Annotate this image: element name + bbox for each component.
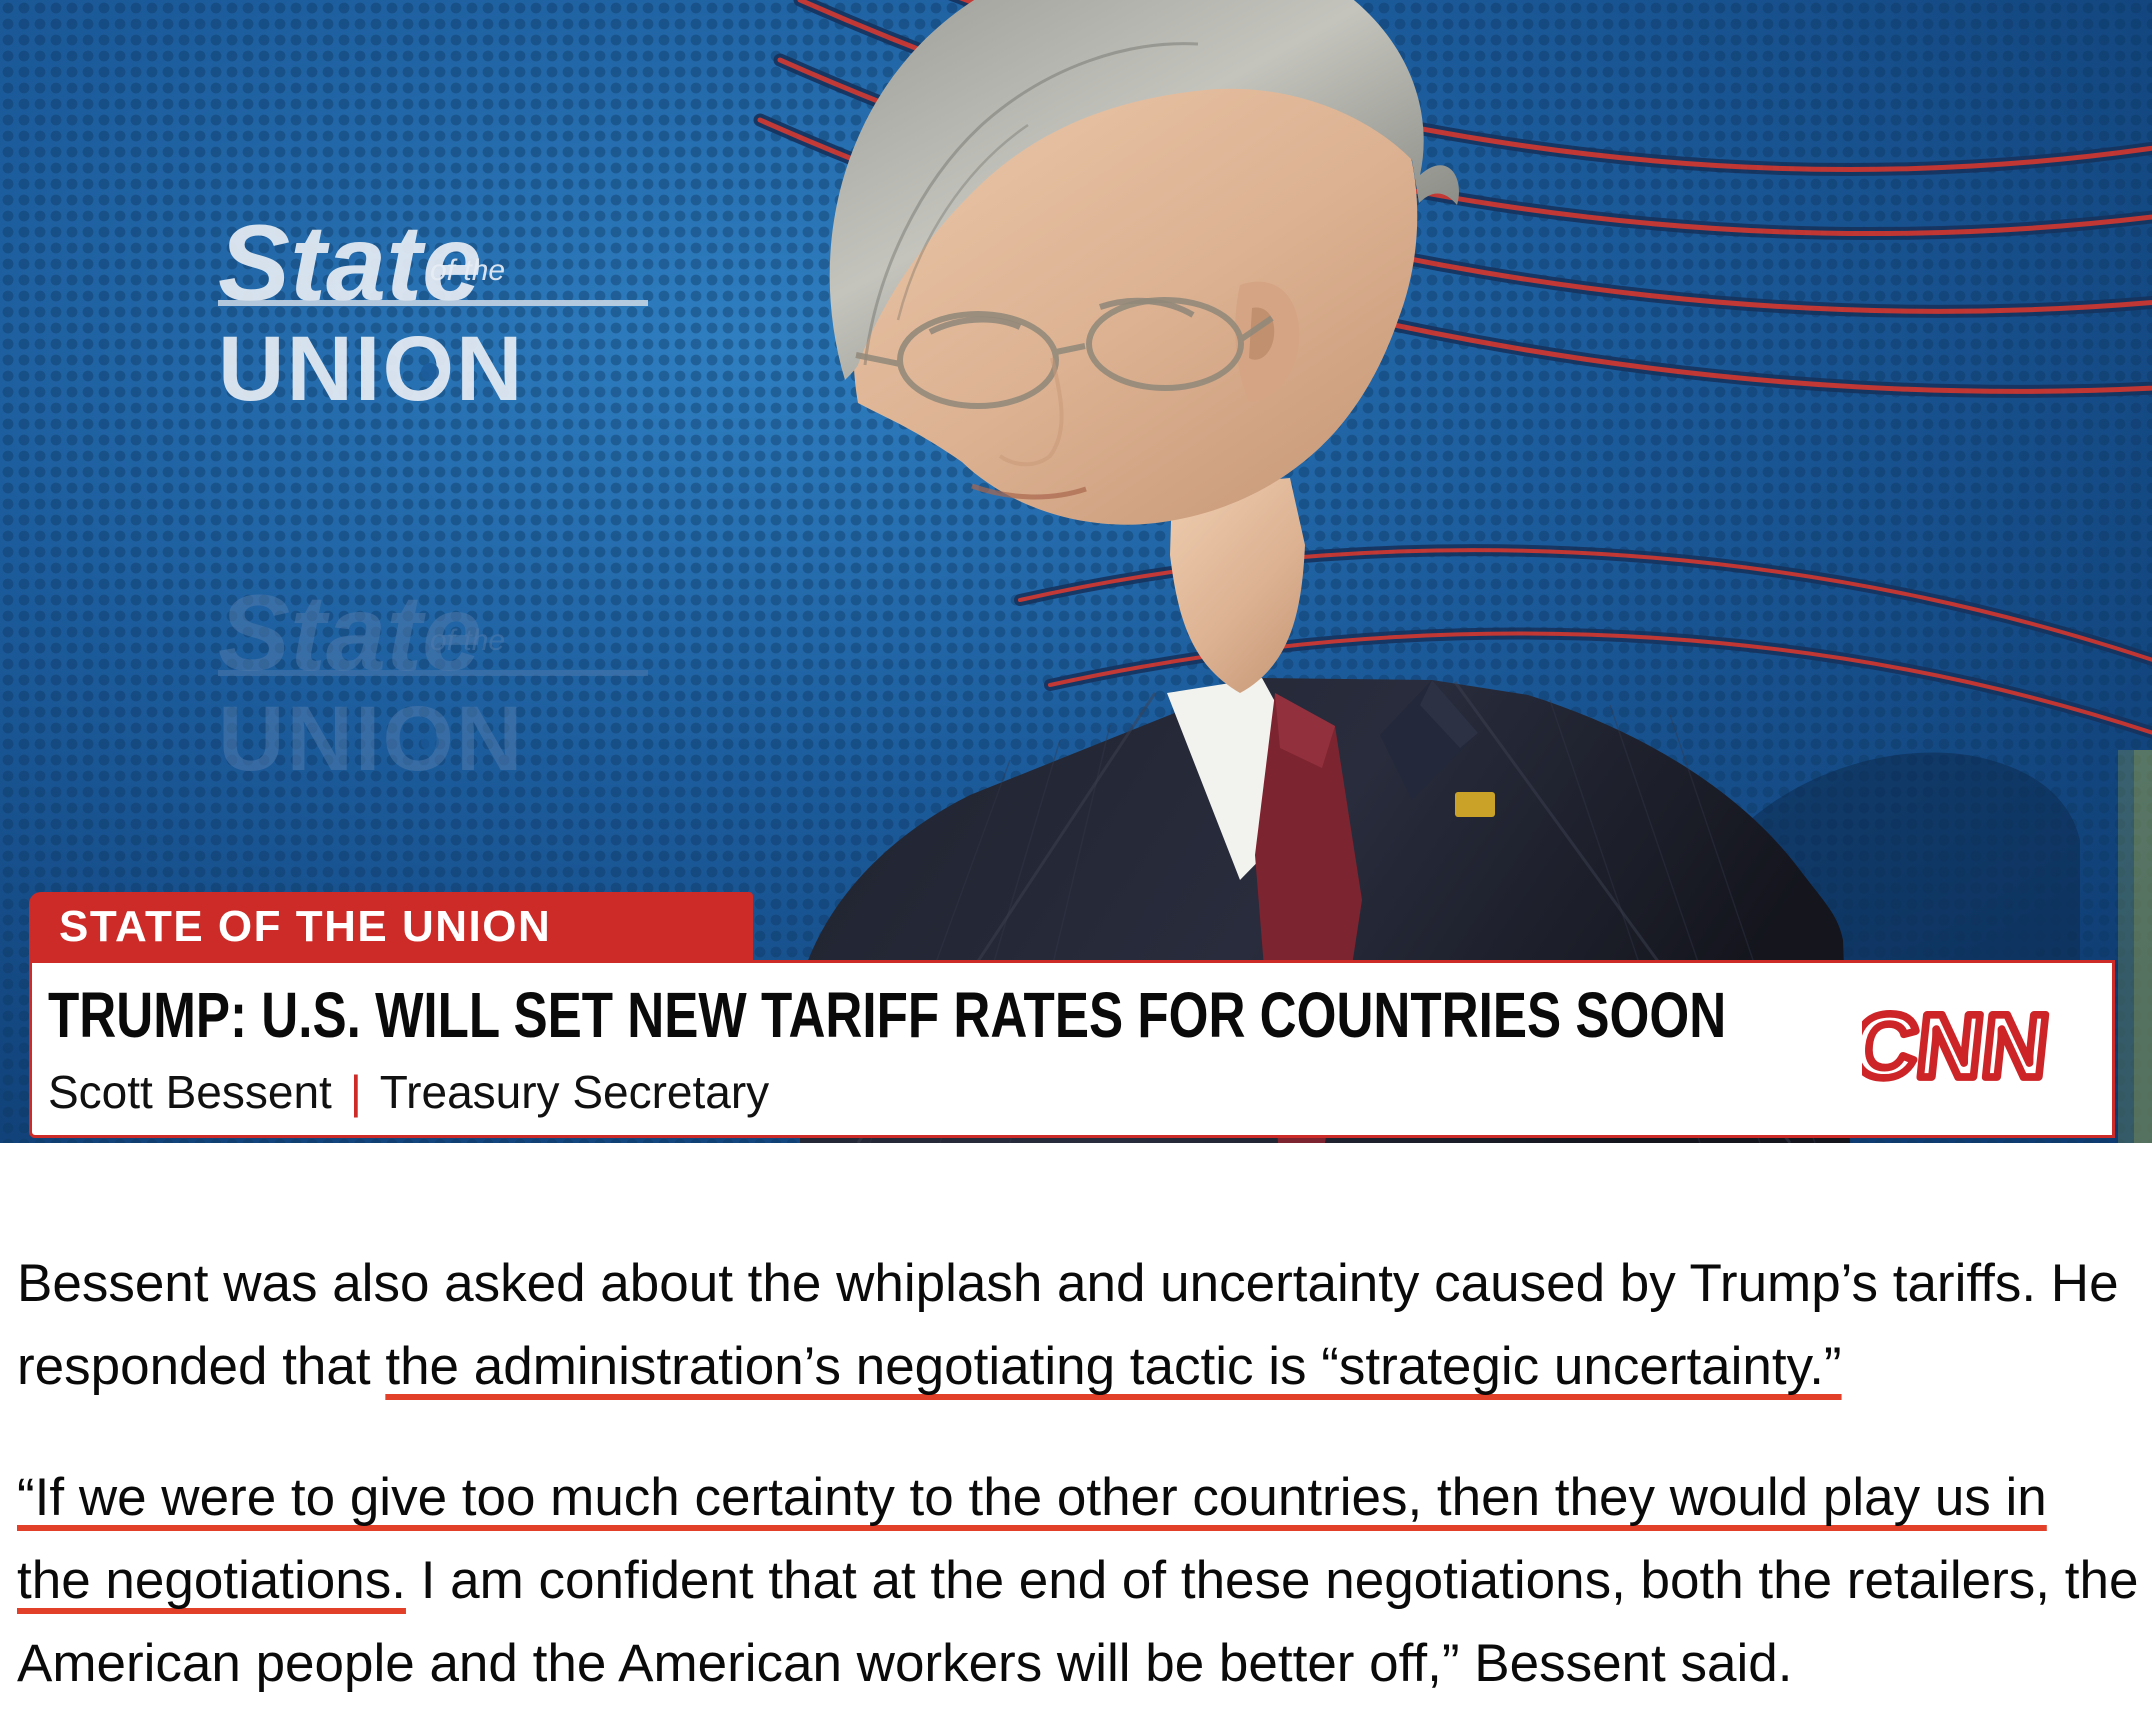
svg-text:CNN: CNN: [1862, 996, 2053, 1097]
